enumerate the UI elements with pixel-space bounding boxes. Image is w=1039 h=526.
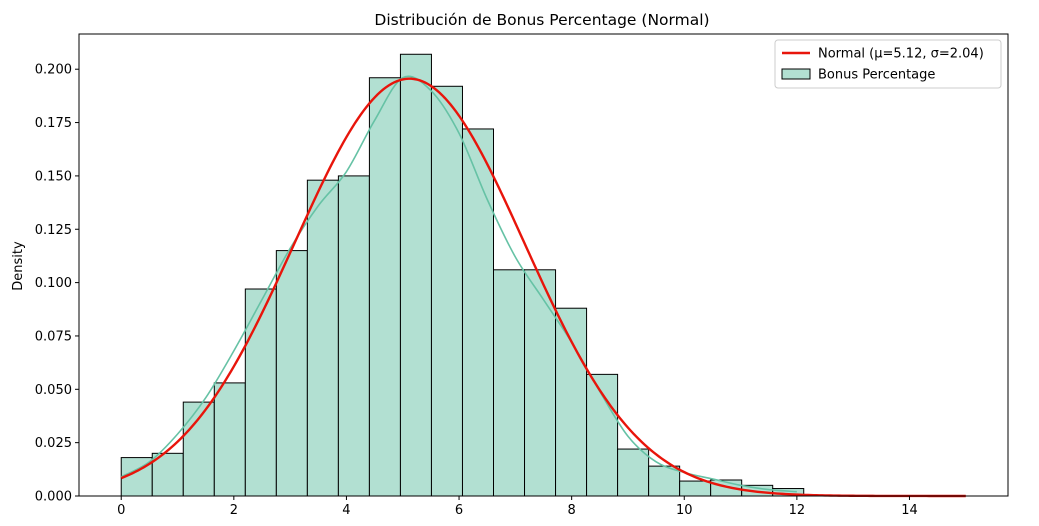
x-tick-label: 8	[568, 503, 576, 518]
histogram-bar	[399, 53, 432, 497]
histogram-bar	[524, 269, 557, 497]
normal-fit-line	[120, 77, 966, 498]
x-tick-label: 6	[455, 503, 463, 518]
legend: Normal (μ=5.12, σ=2.04) Bonus Percentage	[774, 39, 1002, 89]
plot-frame	[78, 33, 1009, 497]
x-tick-label: 0	[117, 503, 125, 518]
histogram-bar	[182, 401, 215, 497]
y-tick-label: 0.125	[35, 223, 72, 238]
density-lines	[120, 75, 966, 498]
histogram-bar	[461, 128, 495, 497]
histogram-bar	[368, 77, 401, 497]
y-tick-label: 0.200	[35, 63, 72, 78]
x-tick-label: 10	[676, 503, 693, 518]
y-tick-label: 0.175	[35, 116, 72, 131]
x-axis-ticks: 0 2 4 6 8 10 12 14	[117, 496, 918, 518]
y-axis-label: Density	[11, 241, 26, 291]
y-axis-ticks: 0.000 0.025 0.050 0.075 0.100 0.125 0.150 0.175…	[35, 63, 79, 505]
x-tick-label: 4	[342, 503, 350, 518]
histogram-bar	[306, 179, 339, 497]
x-tick-label: 2	[230, 503, 238, 518]
histogram-bars	[120, 53, 805, 497]
histogram-bar	[555, 307, 588, 497]
x-tick-label: 14	[901, 503, 918, 518]
legend-normal-label: Normal (μ=5.12, σ=2.04)	[818, 47, 984, 62]
histogram-bar	[151, 452, 184, 497]
histogram-bar	[617, 448, 650, 497]
y-tick-label: 0.025	[35, 436, 72, 451]
y-tick-label: 0.050	[35, 383, 72, 398]
histogram-bar	[213, 382, 246, 497]
y-tick-label: 0.150	[35, 169, 72, 184]
y-tick-label: 0.075	[35, 329, 72, 344]
x-tick-label: 12	[789, 503, 806, 518]
histogram-bar	[337, 175, 370, 497]
y-tick-label: 0.100	[35, 276, 72, 291]
histogram-bar	[275, 250, 308, 497]
legend-histogram-swatch	[781, 68, 811, 80]
histogram-bar	[493, 269, 526, 497]
y-tick-label: 0.000	[35, 490, 72, 505]
histogram-bar	[679, 480, 712, 497]
legend-box	[774, 39, 1002, 89]
chart-title: Distribución de Bonus Percentage (Normal…	[374, 11, 709, 29]
legend-histogram-label: Bonus Percentage	[818, 68, 935, 83]
histogram-bar	[430, 85, 463, 497]
histogram-bar	[244, 288, 277, 497]
